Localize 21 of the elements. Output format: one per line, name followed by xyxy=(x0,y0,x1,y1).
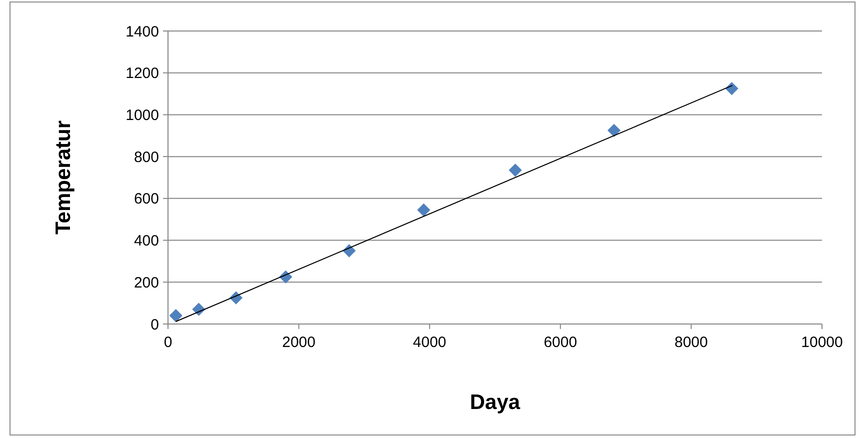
point xyxy=(607,124,621,137)
y-tick-label: 1200 xyxy=(126,65,159,82)
x-tick-label: 10000 xyxy=(801,334,843,351)
y-tick-label: 600 xyxy=(134,190,159,208)
point xyxy=(169,309,182,322)
y-tick-label: 0 xyxy=(150,316,159,334)
y-tick-label: 800 xyxy=(134,148,159,166)
x-tick-label: 2000 xyxy=(282,334,316,351)
y-tick-label: 1400 xyxy=(126,23,159,40)
x-tick-label: 4000 xyxy=(412,334,446,351)
y-tick-label: 1000 xyxy=(126,106,159,124)
x-tick-label: 6000 xyxy=(544,334,578,351)
x-axis-title: Daya xyxy=(470,391,520,414)
x-tick-label: 8000 xyxy=(674,334,708,351)
y-tick-label: 400 xyxy=(134,232,159,250)
point xyxy=(417,203,430,217)
y-tick-label: 200 xyxy=(134,274,159,292)
point xyxy=(508,164,522,177)
y-axis-title: Temperatur xyxy=(52,120,75,234)
x-tick-label: 0 xyxy=(164,334,172,351)
point xyxy=(725,82,738,96)
